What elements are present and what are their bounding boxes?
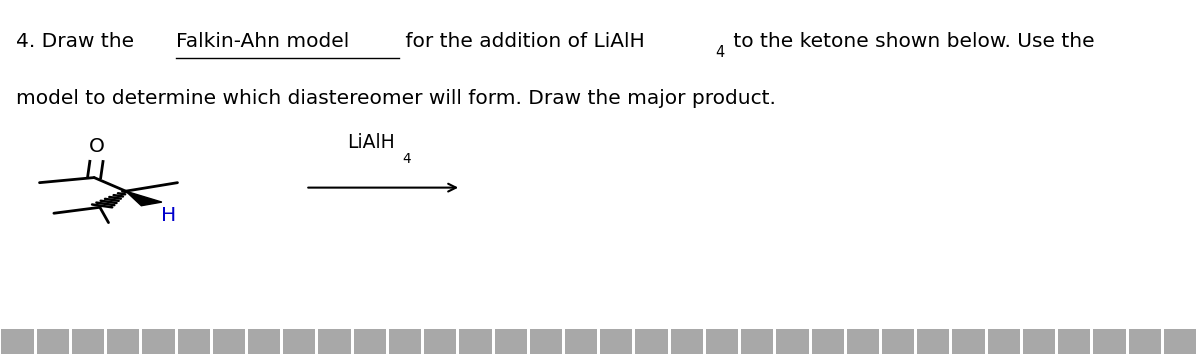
Bar: [600, 329, 632, 354]
Bar: [72, 329, 104, 354]
Bar: [283, 329, 316, 354]
Bar: [424, 329, 456, 354]
Bar: [460, 329, 492, 354]
Text: Falkin-Ahn model: Falkin-Ahn model: [176, 32, 349, 51]
Bar: [882, 329, 914, 354]
Bar: [494, 329, 527, 354]
Bar: [318, 329, 350, 354]
Bar: [1093, 329, 1126, 354]
Bar: [847, 329, 880, 354]
Bar: [742, 329, 773, 354]
Bar: [1164, 329, 1196, 354]
Text: to the ketone shown below. Use the: to the ketone shown below. Use the: [727, 32, 1094, 51]
Bar: [37, 329, 68, 354]
Text: O: O: [89, 137, 104, 156]
Bar: [953, 329, 985, 354]
Bar: [248, 329, 281, 354]
Bar: [530, 329, 562, 354]
Bar: [1, 329, 34, 354]
Text: H: H: [161, 206, 176, 225]
Text: model to determine which diastereomer will form. Draw the major product.: model to determine which diastereomer wi…: [16, 88, 775, 108]
Text: for the addition of LiAlH: for the addition of LiAlH: [398, 32, 644, 51]
Text: LiAlH: LiAlH: [347, 133, 395, 152]
Text: 4: 4: [715, 45, 725, 60]
Bar: [389, 329, 421, 354]
Bar: [1128, 329, 1160, 354]
Bar: [107, 329, 139, 354]
Bar: [1058, 329, 1091, 354]
Bar: [917, 329, 949, 354]
Bar: [706, 329, 738, 354]
Bar: [988, 329, 1020, 354]
Bar: [811, 329, 844, 354]
Bar: [178, 329, 210, 354]
Polygon shape: [126, 191, 162, 206]
Bar: [143, 329, 175, 354]
Bar: [354, 329, 386, 354]
Bar: [565, 329, 598, 354]
Bar: [636, 329, 667, 354]
Text: 4: 4: [402, 152, 410, 166]
Bar: [776, 329, 809, 354]
Bar: [1022, 329, 1055, 354]
Bar: [212, 329, 245, 354]
Bar: [671, 329, 703, 354]
Text: 4. Draw the: 4. Draw the: [16, 32, 140, 51]
